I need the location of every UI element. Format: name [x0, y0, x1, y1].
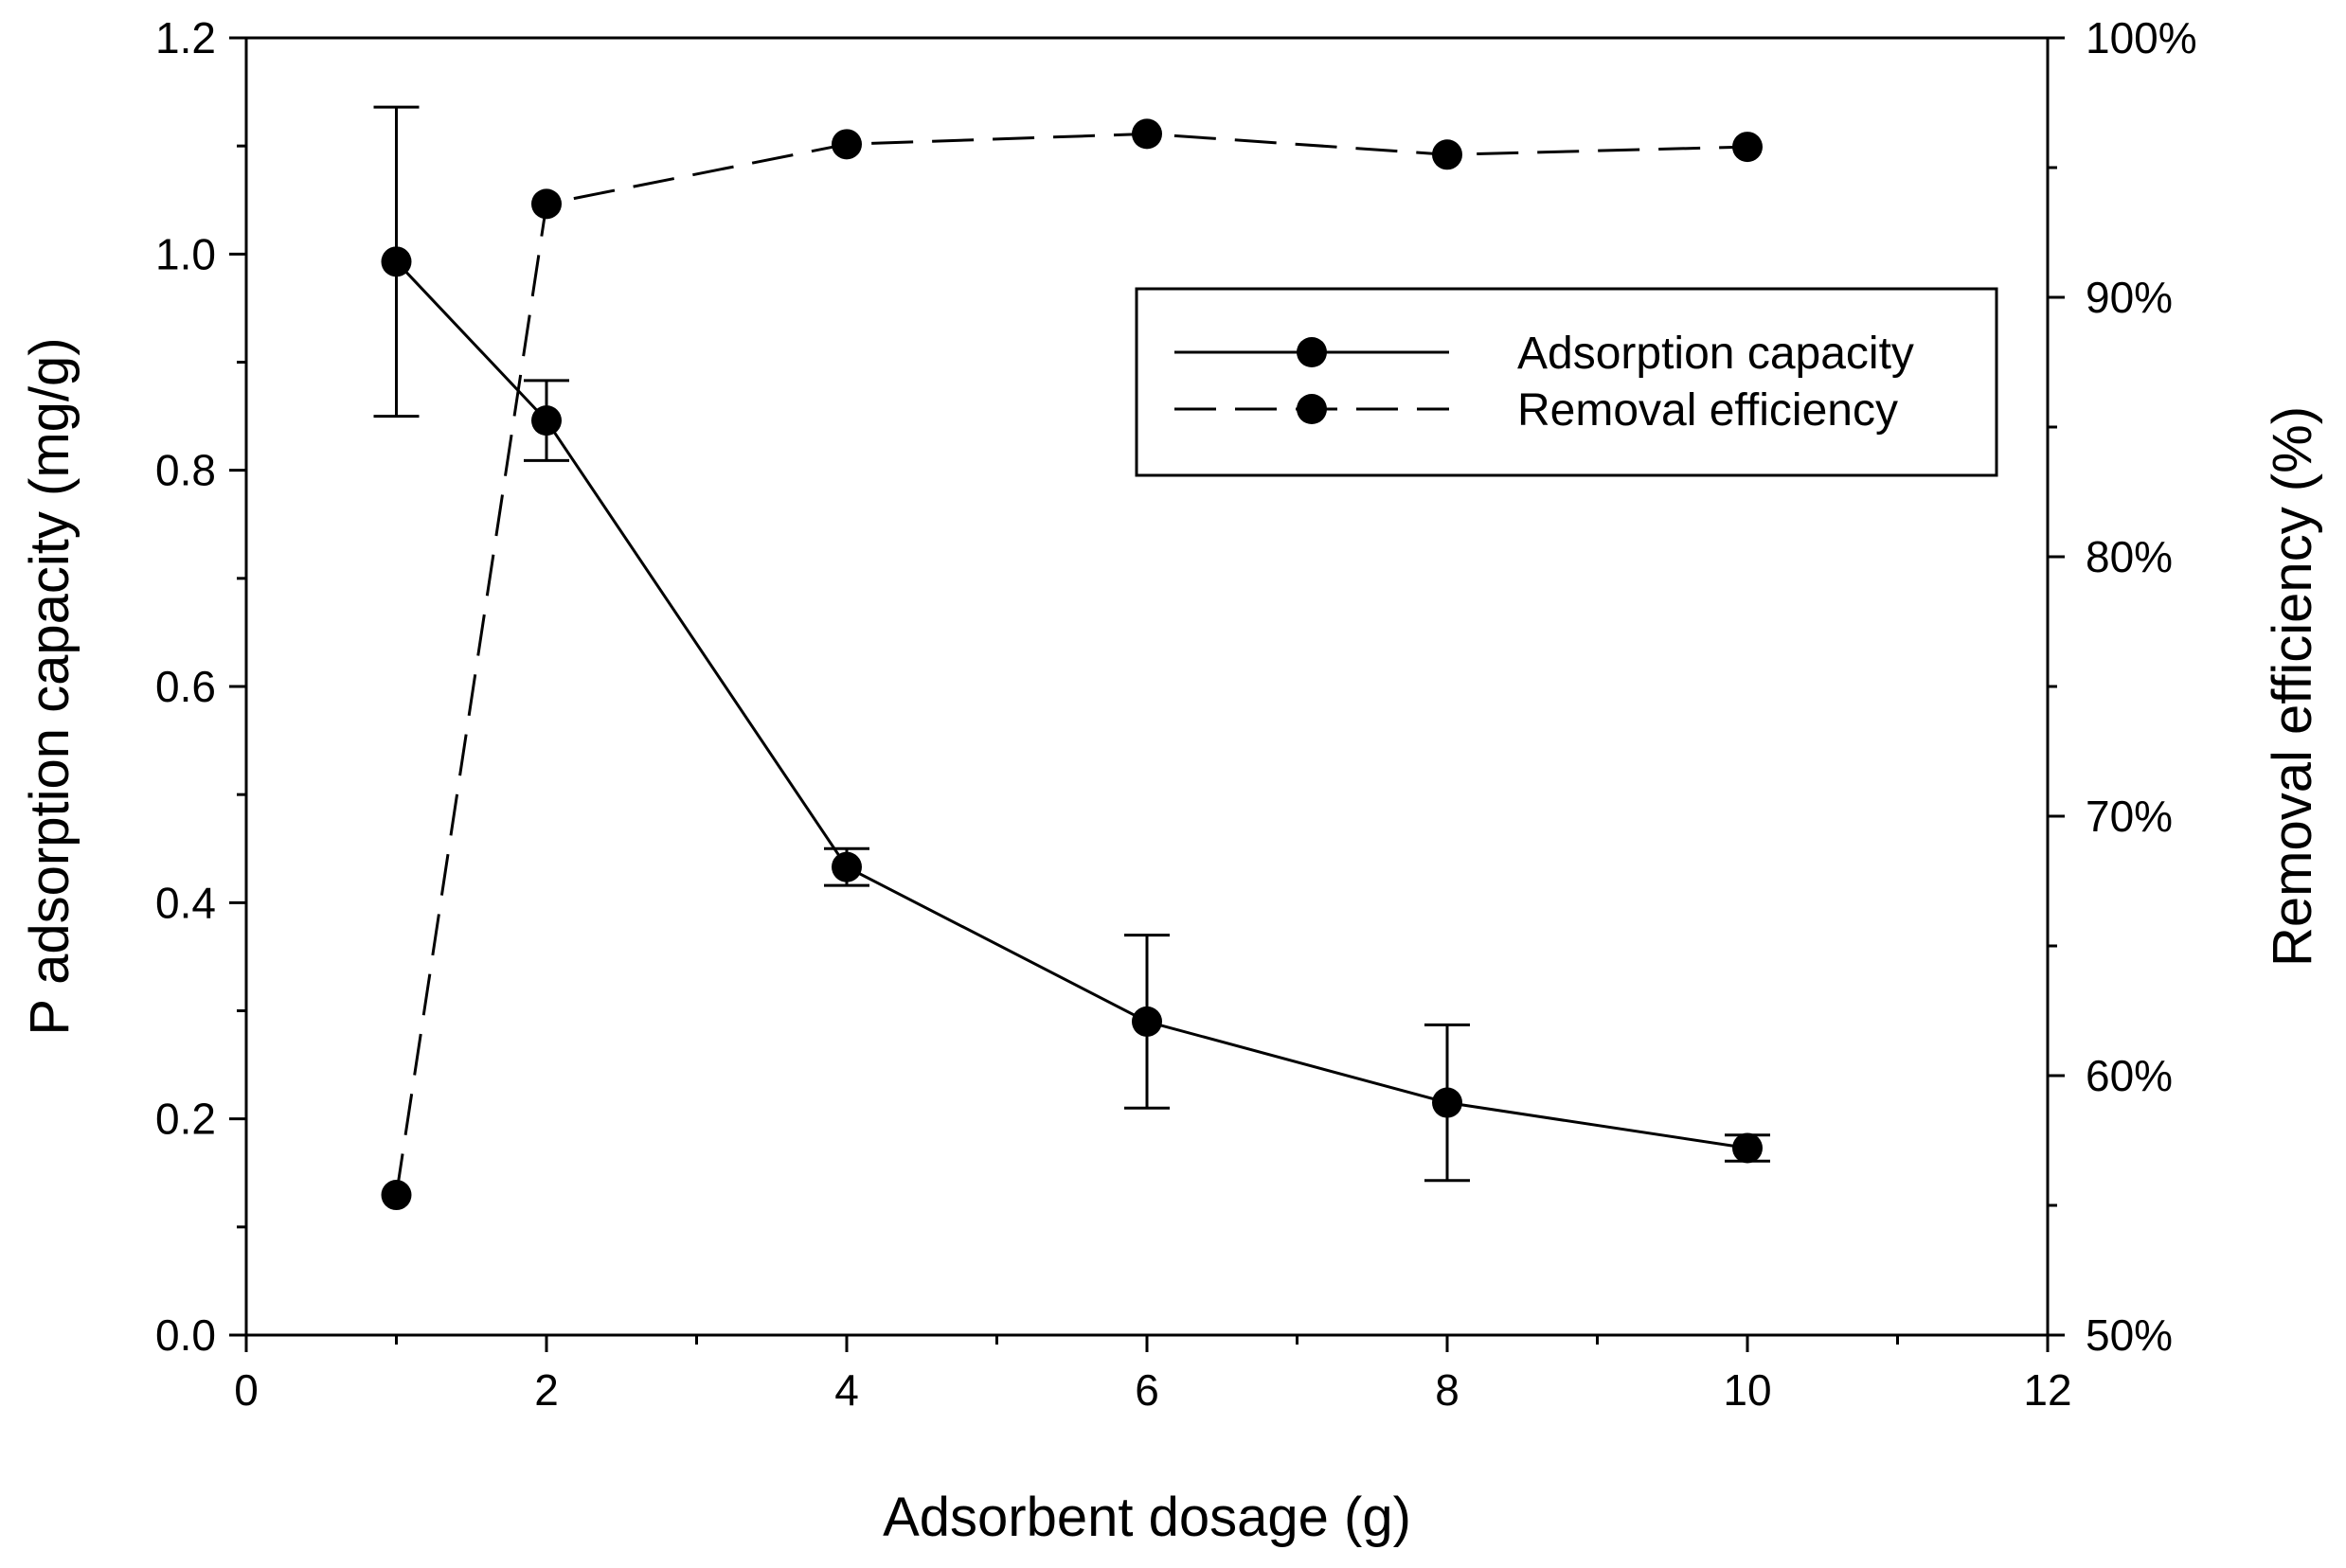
y-tick-label: 0.8	[155, 446, 216, 495]
plot-frame	[244, 36, 2050, 1337]
legend-marker	[1297, 394, 1327, 424]
x-tick-label: 2	[534, 1365, 559, 1415]
data-point	[832, 129, 862, 160]
series-2	[381, 118, 1763, 1211]
y2-tick-label: 70%	[2086, 792, 2173, 841]
x-tick-label: 10	[1723, 1365, 1771, 1415]
data-point	[1732, 132, 1763, 163]
y2-tick-label: 50%	[2086, 1310, 2173, 1360]
data-point	[832, 851, 862, 882]
y-tick-label: 0.4	[155, 878, 216, 927]
x-tick-label: 4	[834, 1365, 859, 1415]
data-point	[381, 1180, 412, 1211]
y-tick-label: 0.6	[155, 662, 216, 711]
data-point	[381, 246, 412, 277]
series-line	[395, 260, 1748, 1149]
data-point	[1732, 1132, 1763, 1164]
series-line	[395, 132, 1748, 1196]
x-tick-label: 8	[1435, 1365, 1460, 1415]
y-tick-label: 0.0	[155, 1310, 216, 1360]
y-tick-label: 1.0	[155, 229, 216, 278]
legend-box	[1135, 287, 1998, 477]
data-point	[1432, 1087, 1462, 1118]
y2-axis-title: Removal efficiency (%)	[2262, 406, 2323, 967]
legend-marker	[1297, 337, 1327, 367]
data-point	[531, 405, 562, 437]
x-axis-title: Adsorbent dosage (g)	[883, 1487, 1411, 1548]
data-point	[1132, 118, 1162, 150]
y2-tick-label: 80%	[2086, 532, 2173, 581]
series-1	[373, 105, 1770, 1183]
y-axis-title: P adsorption capacity (mg/g)	[19, 337, 81, 1035]
y2-tick-label: 90%	[2086, 273, 2173, 322]
data-point	[1432, 139, 1462, 170]
y2-tick-label: 100%	[2086, 13, 2197, 62]
y2-tick-label: 60%	[2086, 1051, 2173, 1100]
y-tick-label: 1.2	[155, 13, 216, 62]
legend-label: Removal efficiency	[1517, 385, 1898, 436]
series-layer	[373, 105, 1770, 1211]
x-tick-label: 6	[1135, 1365, 1159, 1415]
data-point	[531, 188, 562, 220]
legend-label: Adsorption capacity	[1517, 329, 1914, 379]
axes: 0 2 4 6 8 10 12 0.0 0.2 0.4 0.6 0.8 1.0 1.2 50% 60% 70% 8…	[155, 13, 2197, 1415]
data-point	[1132, 1006, 1162, 1037]
legend: Adsorption capacity Removal efficiency	[1135, 287, 1998, 477]
y-tick-label: 0.2	[155, 1095, 216, 1144]
x-tick-label: 12	[2023, 1365, 2071, 1415]
x-tick-label: 0	[234, 1365, 259, 1415]
